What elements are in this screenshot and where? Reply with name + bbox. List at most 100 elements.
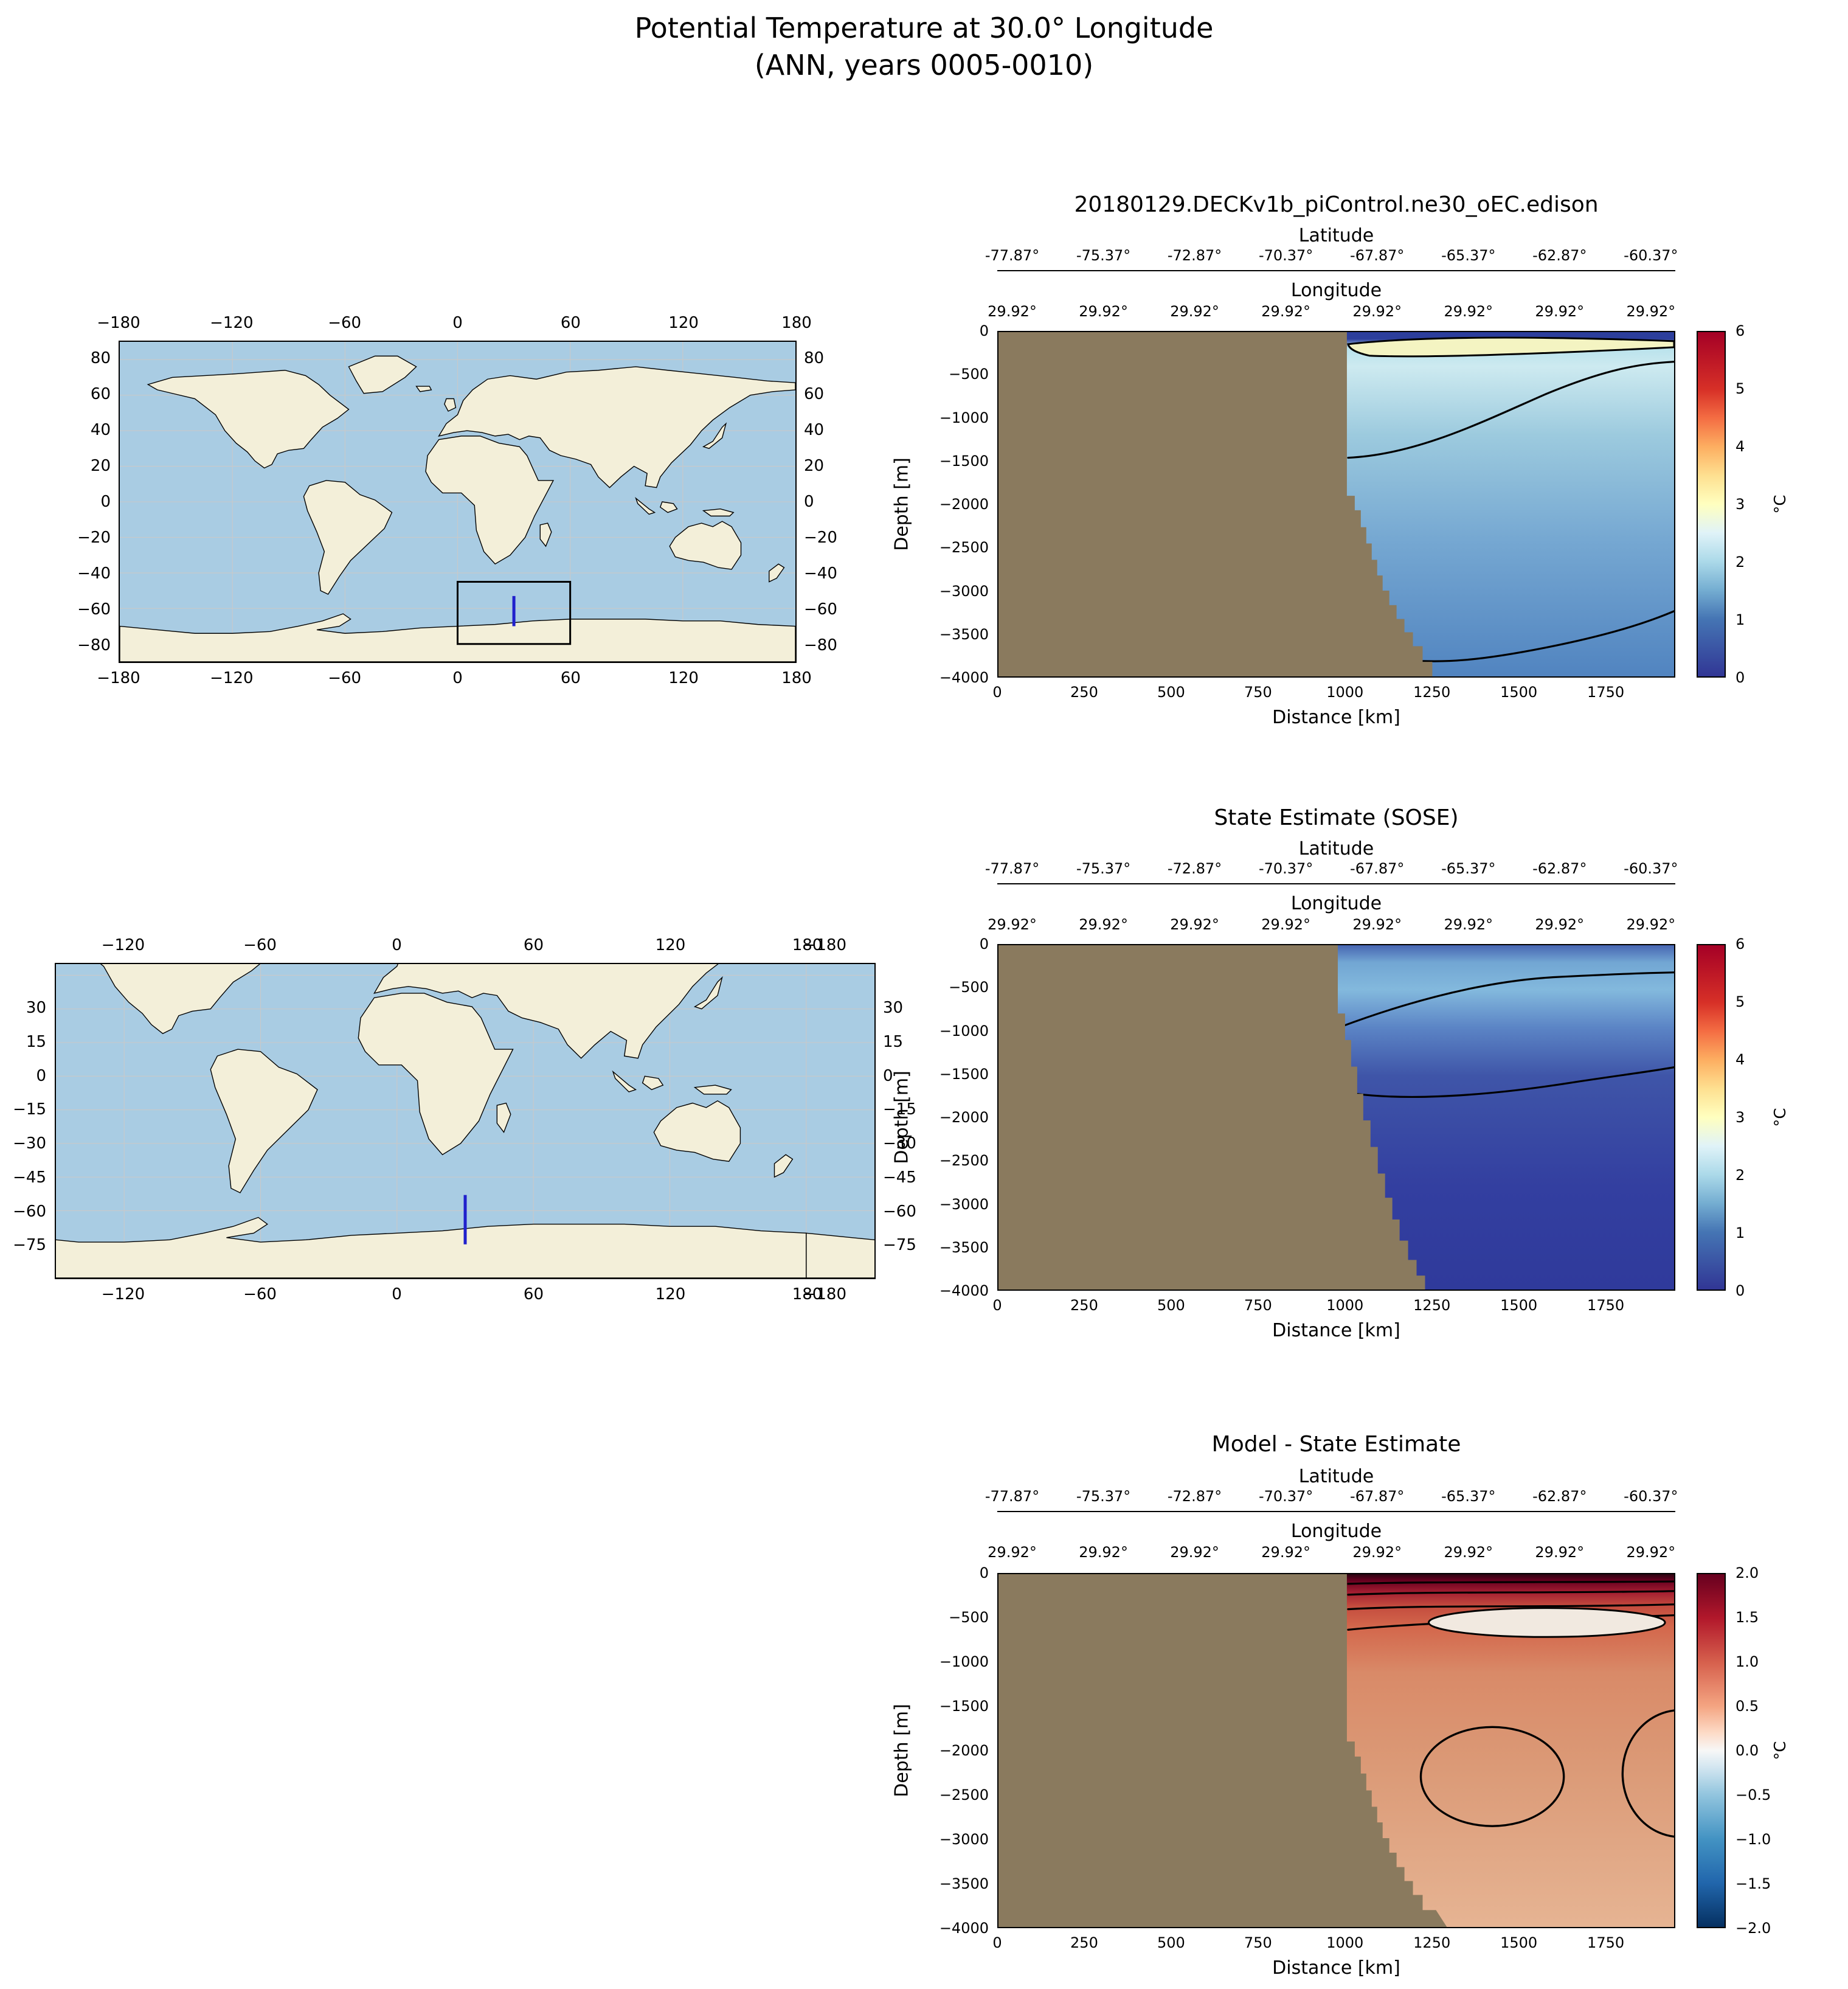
tick-label: −4000	[939, 669, 989, 686]
tick-label: −1500	[939, 1698, 989, 1715]
tick-label: 15	[883, 1033, 904, 1051]
depth-axis-label: Depth [m]	[891, 1071, 913, 1164]
tick-label: 0	[979, 322, 989, 339]
tick-label: −2500	[939, 1786, 989, 1803]
distance-axis-label: Distance [km]	[1272, 707, 1400, 728]
longitude-axis-label: Longitude	[1290, 893, 1382, 914]
tick-label: 2.0	[1736, 1564, 1759, 1581]
tick-label: -67.87°	[1350, 860, 1405, 877]
tick-label: 750	[1244, 1297, 1272, 1314]
model-section-plot	[997, 331, 1675, 678]
tick-label: −15	[13, 1100, 46, 1119]
tick-label: −180	[803, 1285, 847, 1303]
colorbar-tick-labels: 2.0 1.5 1.0 0.5 0.0 −0.5 −1.0 −1.5 −2.0	[1733, 1564, 1794, 1937]
contour-2c	[1340, 971, 1674, 1028]
map-top-yticks-left: 80 60 40 20 0 −20 −40 −60 −80	[60, 341, 113, 663]
tick-label: −120	[101, 936, 145, 954]
tick-label: 0	[452, 314, 463, 332]
tick-label: 180	[781, 314, 812, 332]
latitude-axis-spine	[997, 270, 1675, 271]
tick-label: −45	[883, 1168, 916, 1187]
map-top-xticks-top: −180 −120 −60 0 60 120 180	[97, 314, 812, 333]
tick-label: −500	[949, 366, 989, 383]
tick-label: 0	[36, 1066, 46, 1085]
tick-label: −2.0	[1736, 1920, 1771, 1937]
tick-label: -75.37°	[1076, 1488, 1131, 1505]
tick-label: 0	[979, 1564, 989, 1581]
tick-label: -75.37°	[1076, 247, 1131, 264]
tick-label: 30	[883, 999, 904, 1018]
tick-label: 0	[979, 935, 989, 953]
tick-label: −3500	[939, 625, 989, 643]
tick-label: −0.5	[1736, 1786, 1771, 1803]
latitude-axis-spine	[997, 1511, 1675, 1512]
tick-label: -70.37°	[1258, 1488, 1313, 1505]
tick-label: −75	[883, 1236, 916, 1255]
global-map	[119, 341, 797, 663]
tick-label: -62.87°	[1532, 247, 1587, 264]
tick-label: -65.37°	[1441, 860, 1496, 877]
tick-label: −60	[804, 600, 837, 619]
tick-label: 180	[792, 936, 823, 954]
tick-label: 1	[1736, 1224, 1745, 1241]
tick-label: −1000	[939, 1022, 989, 1040]
tick-label: 0	[452, 669, 463, 687]
tick-label: 1000	[1326, 1934, 1364, 1951]
tick-label: −80	[804, 636, 837, 654]
tick-label: 1750	[1587, 684, 1625, 701]
colorbar-sose	[1697, 944, 1726, 1291]
tick-label: 0	[392, 1285, 402, 1303]
tick-label: 60	[523, 1285, 544, 1303]
tick-label: 29.92°	[1261, 916, 1310, 933]
contour-surface-2	[1347, 1590, 1674, 1596]
tick-label: −3000	[939, 1195, 989, 1213]
tick-label: 4	[1736, 1050, 1745, 1068]
tick-label: 29.92°	[1444, 303, 1493, 320]
tick-label: -67.87°	[1350, 1488, 1405, 1505]
tick-label: 1500	[1500, 1934, 1538, 1951]
tick-label: 250	[1070, 1297, 1098, 1314]
tick-label: 1000	[1326, 684, 1364, 701]
tick-label: −1000	[939, 1653, 989, 1670]
depth-axis-label: Depth [m]	[891, 1704, 913, 1797]
contour-1c	[1355, 1066, 1674, 1098]
tick-label: 29.92°	[1444, 1544, 1493, 1561]
tick-label: 29.92°	[988, 303, 1037, 320]
depth-axis-label: Depth [m]	[891, 457, 913, 551]
tick-label: 29.92°	[1261, 303, 1310, 320]
tick-label: 120	[668, 314, 699, 332]
tick-label: 0.5	[1736, 1698, 1759, 1715]
tick-label: -72.87°	[1167, 860, 1222, 877]
latitude-tick-labels: -77.87° -75.37° -72.87° -70.37° -67.87° -65.3…	[985, 860, 1678, 878]
tick-label: −60	[243, 936, 277, 954]
longitude-axis-label: Longitude	[1290, 1521, 1382, 1542]
colorbar-tick-labels: 6 5 4 3 2 1 0	[1733, 322, 1794, 686]
colorbar-model	[1697, 331, 1726, 678]
tick-label: 5	[1736, 380, 1745, 398]
longitude-tick-labels: 29.92° 29.92° 29.92° 29.92° 29.92° 29.92° 29.9…	[988, 1544, 1675, 1562]
map-top-yticks-right: 80 60 40 20 0 −20 −40 −60 −80	[801, 341, 855, 663]
tick-label: −60	[883, 1202, 916, 1221]
tick-label: 3	[1736, 496, 1745, 513]
tick-label: -70.37°	[1258, 860, 1313, 877]
depth-tick-labels: 0 −500 −1000 −1500 −2000 −2500 −3000 −3500 −4000	[933, 935, 991, 1299]
distance-tick-labels: 0 250 500 750 1000 1250 1500 1750	[992, 1297, 1675, 1315]
panel-title-difference: Model - State Estimate	[1211, 1432, 1461, 1457]
tick-label: −15	[883, 1100, 916, 1119]
tick-label: −30	[13, 1134, 46, 1153]
tick-label: −60	[77, 600, 111, 619]
tick-label: 29.92°	[1444, 916, 1493, 933]
tick-label: -77.87°	[985, 247, 1040, 264]
tick-label: 80	[90, 349, 111, 368]
tick-label: 60	[804, 385, 825, 404]
tick-label: 40	[804, 421, 825, 440]
tick-label: 29.92°	[1079, 1544, 1128, 1561]
figure-title-line1: Potential Temperature at 30.0° Longitude	[634, 12, 1214, 44]
tick-label: −4000	[939, 1282, 989, 1299]
tick-label: −1500	[939, 1065, 989, 1083]
tick-label: 120	[655, 1285, 686, 1303]
tick-label: 500	[1157, 1934, 1185, 1951]
tick-label: −180	[97, 314, 140, 332]
tick-label: −1.5	[1736, 1875, 1771, 1892]
tick-label: −30	[883, 1134, 916, 1153]
